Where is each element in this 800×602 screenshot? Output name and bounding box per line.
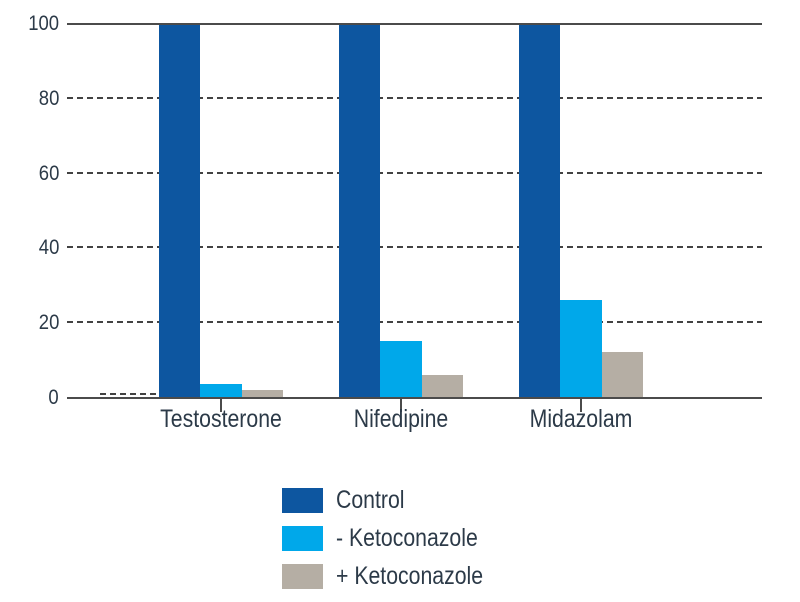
gridline-dashed xyxy=(67,96,762,99)
legend-row: Control xyxy=(282,488,509,513)
legend-label: Control xyxy=(336,486,405,514)
gridline-dashed xyxy=(67,171,762,174)
y-tick-label: 20 xyxy=(38,311,59,335)
plot-area xyxy=(67,23,762,399)
bar xyxy=(518,23,561,397)
category-label: Nifedipine xyxy=(353,405,449,433)
x-axis-tick xyxy=(220,399,222,412)
y-tick-label: 60 xyxy=(38,161,59,185)
legend-swatch xyxy=(282,564,323,589)
gridline-dashed xyxy=(67,321,762,324)
y-tick-label: 80 xyxy=(38,86,59,110)
x-axis-tick xyxy=(400,399,402,412)
bar xyxy=(158,23,201,397)
bar xyxy=(241,389,284,397)
bar xyxy=(560,299,602,397)
x-axis-tick xyxy=(580,399,582,412)
y-axis-labels: 0 20 40 60 80 100 xyxy=(0,12,59,409)
bar xyxy=(380,340,422,397)
bar-group xyxy=(518,23,644,397)
bar-group xyxy=(158,23,284,397)
category-label: Testosterone xyxy=(160,405,282,433)
bar-group xyxy=(338,23,464,397)
legend-label: + Ketoconazole xyxy=(336,562,484,590)
gridline-dashed xyxy=(67,246,762,249)
bar xyxy=(601,352,644,397)
y-tick-label: 100 xyxy=(28,12,59,35)
bar xyxy=(421,374,464,397)
legend-row: + Ketoconazole xyxy=(282,564,509,589)
legend-swatch xyxy=(282,526,323,551)
bar xyxy=(338,23,381,397)
gridline-100-solid xyxy=(67,23,762,25)
category-label: Midazolam xyxy=(529,405,633,433)
legend-row: - Ketoconazole xyxy=(282,526,509,551)
legend-label: - Ketoconazole xyxy=(336,524,478,552)
bar xyxy=(200,383,242,397)
zero-gridline-dash xyxy=(100,393,158,395)
legend-swatch xyxy=(282,488,323,513)
legend: Control - Ketoconazole + Ketoconazole xyxy=(282,488,509,602)
y-tick-label: 40 xyxy=(38,236,59,260)
y-tick-label: 0 xyxy=(48,386,59,409)
